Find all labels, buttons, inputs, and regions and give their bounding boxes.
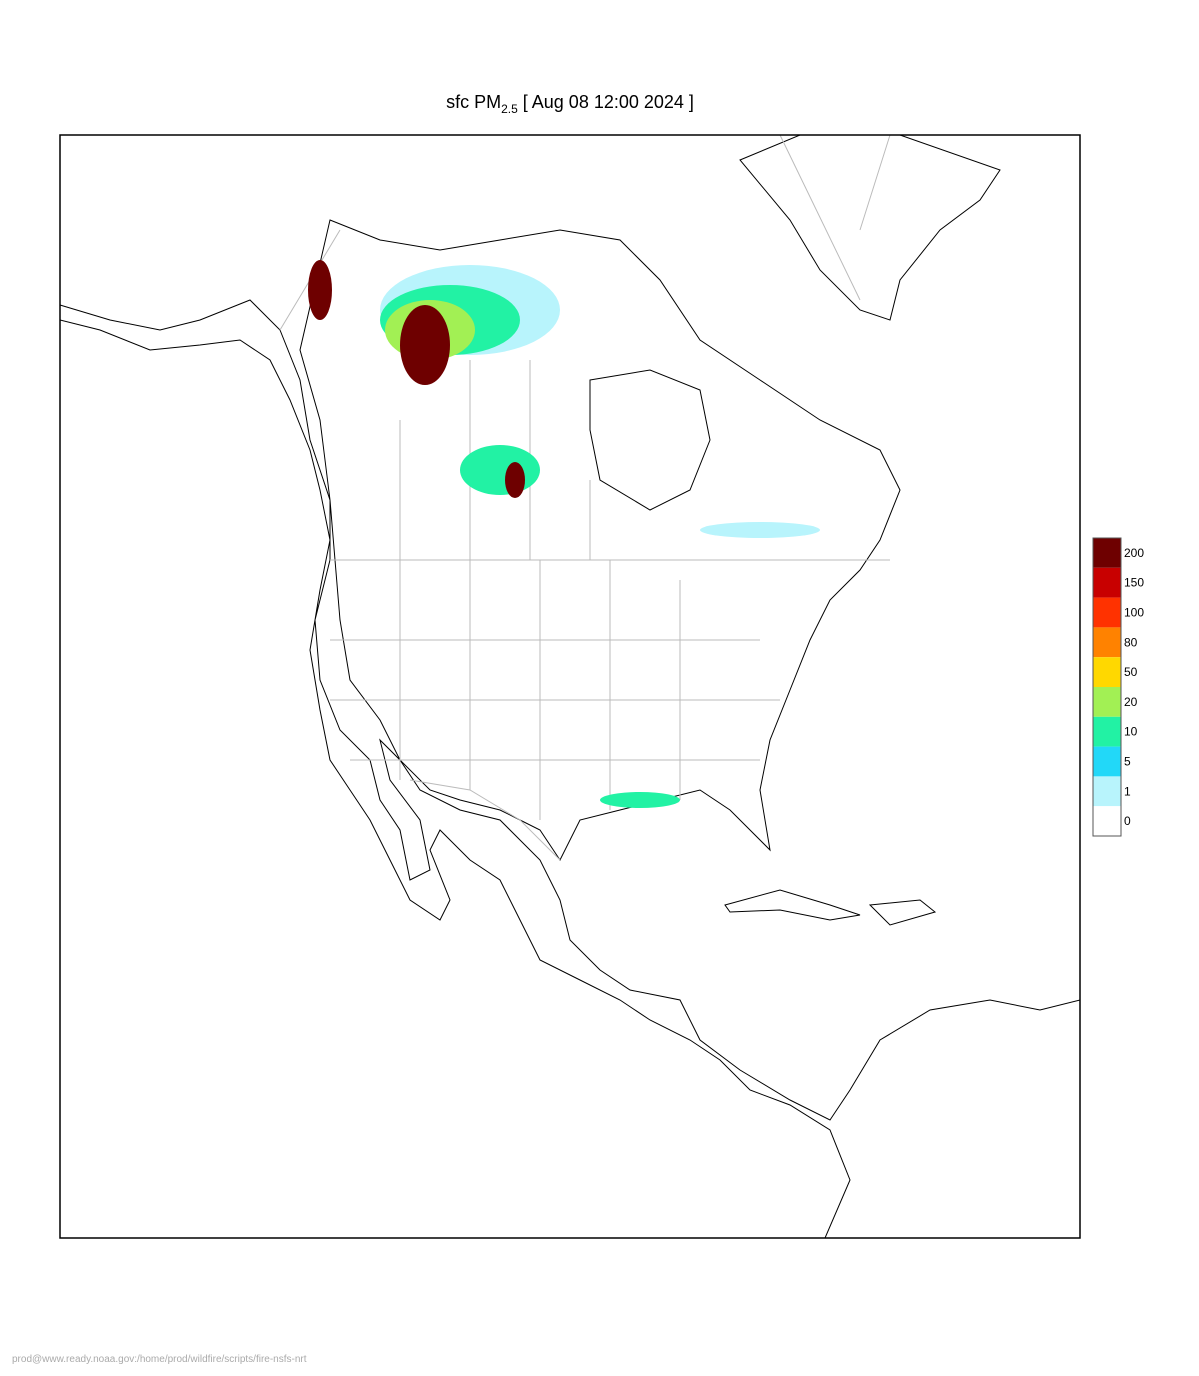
- cuba: [724, 889, 861, 921]
- colorbar-swatch: [1093, 776, 1121, 807]
- plume: [460, 445, 540, 495]
- map-title: sfc PM2.5 [ Aug 08 12:00 2024 ]: [446, 92, 694, 116]
- colorbar-swatch: [1093, 806, 1121, 836]
- colorbar-swatch: [1093, 746, 1121, 777]
- smoke-plumes: [308, 260, 820, 808]
- hispaniola: [868, 899, 937, 926]
- colorbar-swatch: [1093, 687, 1121, 717]
- footer-path: prod@www.ready.noaa.gov:/home/prod/wildf…: [12, 1354, 307, 1365]
- title-suffix: [ Aug 08 12:00 2024 ]: [523, 92, 694, 112]
- plume: [400, 305, 450, 385]
- map-frame: [59, 134, 1081, 1239]
- plume: [600, 792, 680, 808]
- plume: [505, 462, 525, 498]
- colorbar-label: 10: [1124, 725, 1138, 739]
- colorbar-swatch: [1093, 627, 1121, 658]
- plume: [308, 260, 332, 320]
- colorbar-label: 5: [1124, 755, 1131, 769]
- colorbar-label: 50: [1124, 665, 1138, 679]
- colorbar-label: 100: [1124, 606, 1144, 620]
- colorbar-label: 80: [1124, 635, 1138, 649]
- title-subscript: 2.5: [501, 102, 518, 116]
- hudson-bay: [589, 369, 711, 511]
- colorbar-label: 1: [1124, 784, 1131, 798]
- colorbar-label: 200: [1124, 546, 1144, 560]
- colorbar-swatch: [1093, 657, 1121, 687]
- map-area: [59, 134, 1081, 1239]
- title-prefix: sfc PM: [446, 92, 501, 112]
- colorbar-swatch: [1093, 567, 1121, 598]
- colorbar-label: 0: [1124, 814, 1131, 828]
- colorbar-label: 150: [1124, 576, 1144, 590]
- colorbar-label: 20: [1124, 695, 1138, 709]
- plume: [700, 522, 820, 538]
- colorbar-frame: [1092, 537, 1122, 837]
- colorbar-swatch: [1093, 538, 1121, 568]
- colorbar-swatch: [1093, 716, 1121, 747]
- colorbar-swatch: [1093, 597, 1121, 628]
